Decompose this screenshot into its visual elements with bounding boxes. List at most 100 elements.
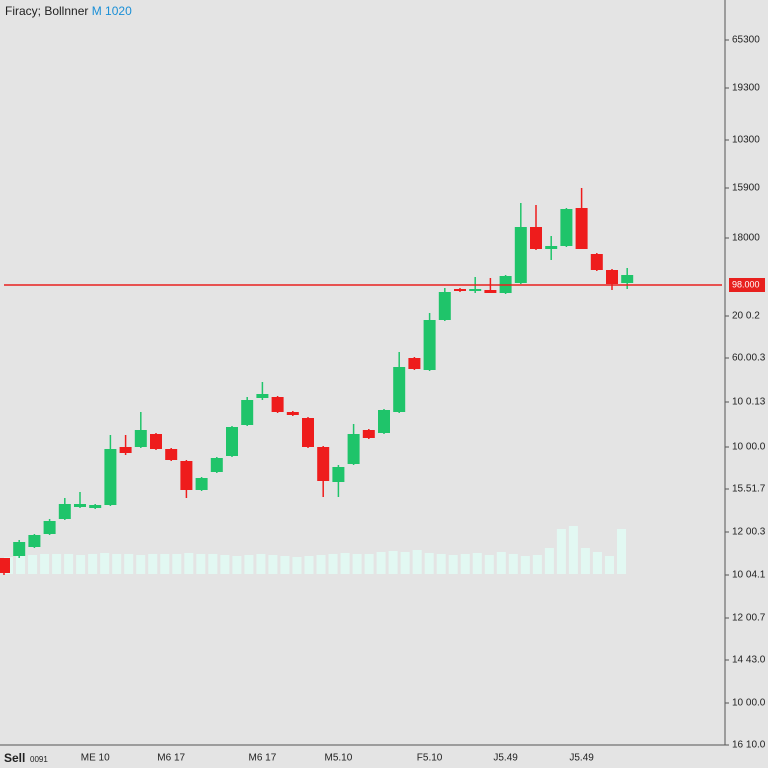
volume-bar — [460, 554, 470, 574]
y-tick-label: 15.51.7 — [732, 484, 766, 495]
volume-bar — [448, 555, 458, 574]
x-tick-label: M5.10 — [325, 753, 353, 764]
candle-body — [104, 449, 117, 505]
candle-body — [226, 427, 238, 456]
volume-bar — [352, 554, 362, 574]
volume-bar — [520, 556, 530, 574]
volume-bar — [76, 555, 86, 574]
volume-bar — [100, 553, 110, 574]
volume-bar — [532, 555, 542, 574]
volume-bar — [616, 529, 626, 574]
candle-body — [621, 275, 634, 283]
candle-body — [393, 367, 406, 412]
volume-bar — [16, 556, 26, 574]
candle-body — [530, 227, 542, 249]
candle-body — [119, 447, 132, 453]
candle-body — [302, 418, 314, 447]
volume-bar — [64, 554, 74, 574]
volume-bar — [568, 526, 578, 574]
candle-body — [286, 412, 299, 415]
candle-body — [332, 467, 345, 482]
volume-bar — [472, 553, 482, 574]
candle-body — [606, 270, 618, 284]
volume-bar — [412, 550, 422, 574]
volume-bar — [496, 552, 506, 574]
volume-bar — [388, 551, 398, 574]
candle-body — [378, 410, 390, 433]
volume-bar — [364, 554, 374, 574]
candle-body — [362, 430, 375, 438]
volume-bar — [40, 554, 50, 574]
x-tick-label: ME 10 — [81, 753, 110, 764]
candle-body — [454, 289, 466, 291]
volume-bar — [88, 554, 98, 574]
title-highlight: M 1020 — [92, 4, 132, 18]
candle-body — [134, 430, 147, 447]
volume-bar — [184, 553, 194, 574]
volume-bar — [400, 552, 410, 574]
volume-bar — [292, 557, 302, 574]
volume-bar — [52, 554, 62, 574]
candle-body — [575, 208, 588, 249]
candle-body — [0, 558, 10, 573]
volume-bar — [196, 554, 206, 574]
volume-bar — [124, 554, 134, 574]
volume-bar — [592, 552, 602, 574]
y-tick-label: 10300 — [732, 135, 760, 146]
y-tick-label: 12 00.7 — [732, 613, 766, 624]
volume-bar — [280, 556, 290, 574]
candle-body — [423, 320, 436, 370]
volume-bar — [424, 553, 434, 574]
candle-body — [241, 400, 254, 425]
chart-title: Firacy; Bollnner M 1020 — [5, 4, 132, 18]
y-tick-label: 10 0.13 — [732, 397, 766, 408]
volume-bar — [172, 554, 182, 574]
volume-bar — [304, 556, 314, 574]
y-tick-label: 10 00.0 — [732, 442, 766, 453]
volume-bar — [376, 552, 386, 574]
price-label: 98.000 — [732, 279, 760, 289]
volume-bar — [556, 529, 566, 574]
candle-body — [256, 394, 269, 398]
volume-bar — [328, 554, 338, 574]
y-tick-label: 16 10.0 — [732, 740, 766, 751]
volume-bar — [484, 555, 494, 574]
candle-body — [484, 290, 497, 293]
volume-bar — [580, 548, 590, 574]
candle-body — [150, 434, 162, 449]
y-tick-label: 20 0.2 — [732, 311, 760, 322]
volume-bar — [340, 553, 350, 574]
volume-bar — [208, 554, 218, 574]
volume-bar — [160, 554, 170, 574]
y-tick-label: 15900 — [732, 183, 760, 194]
volume-bar — [148, 554, 158, 574]
volume-bar — [244, 555, 254, 574]
candle-body — [438, 292, 451, 320]
volume-bar — [508, 554, 518, 574]
volume-bar — [232, 556, 242, 574]
volume-bar — [220, 555, 230, 574]
y-tick-label: 60.00.3 — [732, 353, 766, 364]
volume-bar — [28, 555, 38, 574]
x-tick-label: M6 17 — [249, 753, 277, 764]
y-tick-label: 18000 — [732, 233, 760, 244]
candle-body — [514, 227, 527, 283]
y-tick-label: 65300 — [732, 35, 760, 46]
candle-body — [13, 542, 26, 556]
y-tick-label: 10 04.1 — [732, 570, 766, 581]
candle-body — [408, 358, 421, 369]
y-tick-label: 19300 — [732, 83, 760, 94]
candle-body — [590, 254, 603, 270]
y-tick-label: 10 00.0 — [732, 698, 766, 709]
candle-body — [89, 505, 102, 508]
x-tick-label: J5.49 — [569, 753, 594, 764]
candle-body — [43, 521, 56, 534]
volume-bar — [544, 548, 554, 574]
title-text: Firacy; Bollnner — [5, 4, 88, 18]
x-tick-label: F5.10 — [417, 753, 443, 764]
candle-body — [165, 449, 178, 460]
y-tick-label: 14 43.0 — [732, 655, 766, 666]
candle-body — [28, 535, 41, 547]
